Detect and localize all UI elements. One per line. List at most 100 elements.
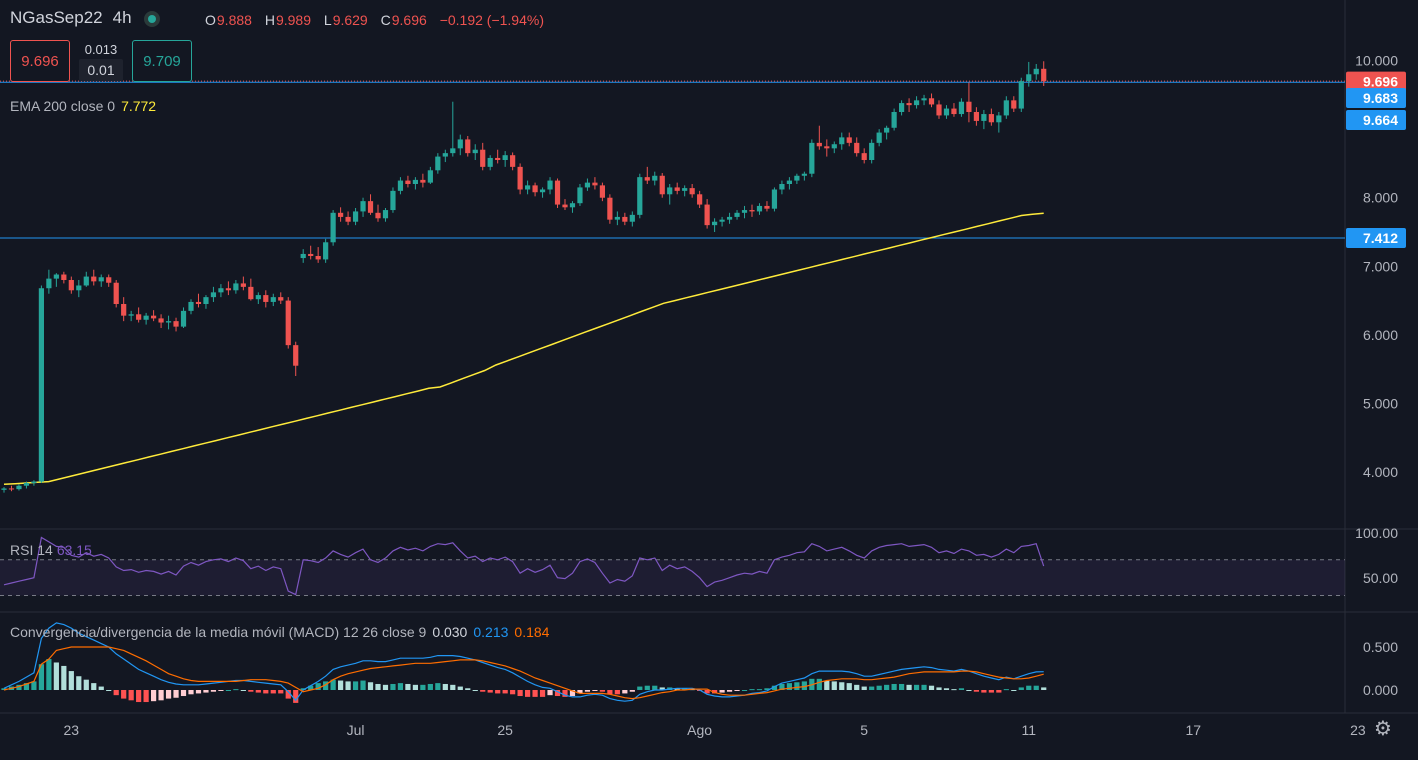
macd-histogram-bar bbox=[210, 690, 217, 692]
macd-histogram-bar bbox=[195, 690, 202, 694]
macd-histogram-bar bbox=[854, 684, 860, 690]
macd-histogram-bar bbox=[31, 681, 37, 690]
candle-body bbox=[525, 185, 531, 190]
candle-body bbox=[943, 108, 950, 116]
candle-body bbox=[255, 295, 261, 300]
candle-body bbox=[420, 179, 426, 183]
macd-histogram-bar bbox=[233, 689, 239, 691]
macd-histogram-bar bbox=[330, 679, 336, 690]
candle-body bbox=[210, 292, 217, 298]
candle-body bbox=[502, 155, 508, 160]
buy-button[interactable]: 9.709 bbox=[132, 40, 192, 82]
open-value: 9.888 bbox=[216, 12, 252, 28]
macd-legend[interactable]: Convergencia/divergencia de la media móv… bbox=[10, 624, 549, 640]
macd-histogram-bar bbox=[270, 690, 276, 694]
candle-body bbox=[435, 156, 441, 171]
change-value: −0.192 (−1.94%) bbox=[439, 12, 544, 28]
candle-body bbox=[367, 201, 374, 213]
macd-histogram-bar bbox=[352, 681, 359, 690]
macd-histogram-bar bbox=[1, 688, 7, 690]
macd-histogram-bar bbox=[517, 690, 523, 697]
candle-body bbox=[599, 185, 605, 198]
candle-body bbox=[719, 219, 725, 222]
candle-body bbox=[68, 280, 74, 291]
macd-histogram-bar bbox=[165, 690, 172, 699]
macd-histogram-bar bbox=[644, 685, 650, 690]
macd-histogram-bar bbox=[876, 685, 882, 690]
macd-signal-line bbox=[3, 646, 1044, 700]
macd-histogram-bar bbox=[338, 680, 344, 690]
open-label: O bbox=[205, 12, 216, 28]
candle-body bbox=[405, 180, 411, 184]
candle-body bbox=[532, 185, 538, 193]
ema-legend[interactable]: EMA 200 close 0 7.772 bbox=[10, 98, 156, 114]
candle-body bbox=[726, 216, 733, 220]
candle-body bbox=[315, 256, 321, 260]
rsi-label: RSI 14 bbox=[10, 542, 53, 558]
macd-histogram-bar bbox=[405, 683, 411, 690]
candle-body bbox=[712, 221, 718, 226]
candle-body bbox=[218, 288, 224, 293]
candle-body bbox=[809, 142, 815, 174]
candle-body bbox=[801, 173, 807, 176]
macd-histogram-bar bbox=[113, 690, 119, 696]
candle-body bbox=[8, 488, 15, 490]
spread-top: 0.013 bbox=[84, 42, 118, 57]
macd-histogram-bar bbox=[913, 684, 920, 690]
candle-body bbox=[1033, 68, 1039, 75]
sell-button[interactable]: 9.696 bbox=[10, 40, 70, 82]
rsi-value: 63.15 bbox=[56, 542, 92, 558]
candle-body bbox=[1018, 81, 1024, 109]
macd-histogram-bar bbox=[136, 690, 142, 703]
macd-histogram-bar bbox=[839, 682, 845, 690]
macd-histogram-bar bbox=[764, 688, 770, 690]
macd-histogram-bar bbox=[741, 690, 748, 691]
y-tick-label: 10.000 bbox=[1355, 53, 1398, 69]
macd-histogram-bar bbox=[151, 690, 157, 702]
macd-histogram-bar bbox=[345, 681, 351, 690]
macd-histogram-bar bbox=[285, 690, 291, 699]
candle-body bbox=[771, 189, 778, 209]
candle-body bbox=[996, 115, 1002, 123]
candle-body bbox=[831, 144, 837, 149]
candle-body bbox=[652, 175, 658, 181]
candle-body bbox=[263, 295, 269, 302]
interval-label[interactable]: 4h bbox=[112, 8, 132, 27]
macd-histogram-bar bbox=[906, 684, 912, 690]
macd-histogram-bar bbox=[255, 690, 261, 693]
candle-body bbox=[607, 197, 613, 220]
macd-histogram-bar bbox=[1011, 690, 1017, 691]
candle-body bbox=[577, 187, 583, 204]
candle-body bbox=[188, 301, 194, 311]
macd-histogram-bar bbox=[390, 683, 396, 690]
macd-histogram-bar bbox=[46, 659, 52, 690]
candle-body bbox=[248, 286, 254, 300]
macd-histogram-bar bbox=[38, 664, 44, 690]
gear-icon[interactable]: ⚙ bbox=[1374, 718, 1392, 740]
rsi-legend[interactable]: RSI 14 63.15 bbox=[10, 542, 92, 558]
macd-histogram-bar bbox=[539, 690, 546, 697]
macd-label: Convergencia/divergencia de la media móv… bbox=[10, 624, 427, 640]
macd-histogram-bar bbox=[584, 690, 591, 692]
candle-body bbox=[225, 288, 231, 291]
macd-histogram-bar bbox=[786, 683, 792, 690]
macd-histogram-bar bbox=[98, 686, 104, 690]
candle-body bbox=[300, 253, 306, 259]
symbol-name[interactable]: NGasSep22 bbox=[10, 8, 103, 27]
macd-histogram-bar bbox=[450, 684, 456, 690]
candle-body bbox=[143, 315, 149, 320]
candle-body bbox=[928, 98, 935, 105]
macd-histogram-bar bbox=[637, 686, 643, 690]
macd-histogram-bar bbox=[884, 684, 890, 690]
macd-histogram-bar bbox=[53, 662, 59, 690]
macd-histogram-bar bbox=[682, 688, 688, 690]
candle-body bbox=[240, 283, 246, 287]
macd-histogram-bar bbox=[61, 665, 67, 690]
x-tick-label: 25 bbox=[497, 722, 513, 738]
candle-body bbox=[562, 204, 568, 208]
candle-body bbox=[958, 101, 965, 115]
candle-body bbox=[457, 139, 463, 149]
candle-body bbox=[76, 285, 82, 291]
macd-tick-label: 0.500 bbox=[1363, 639, 1398, 655]
